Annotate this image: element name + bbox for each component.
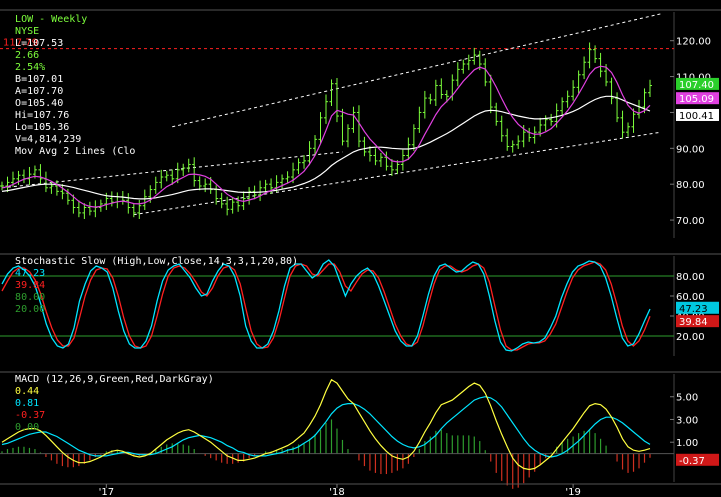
resistance-label: 117.79: [3, 38, 38, 49]
zero-value: 0.00: [15, 422, 40, 433]
price-panel: 70.0080.0090.00100.00110.00120.00117.791…: [0, 9, 721, 238]
stoch-k-value: 47.23: [15, 268, 46, 279]
macd-y-tick-label: 1.00: [676, 438, 698, 449]
low-value: Lo=105.36: [15, 122, 70, 133]
ma-slow-tag: 100.41: [679, 111, 714, 122]
change-pct: 2.54%: [15, 62, 46, 73]
ask-value: A=107.70: [15, 86, 64, 97]
stoch-y-tick-label: 80.00: [676, 272, 705, 283]
x-axis: '17 '18 '19: [0, 483, 721, 497]
stoch-lower-level: 20.00: [15, 304, 46, 315]
stoch-k-line: [1, 259, 651, 352]
stochastic-title: Stochastic Slow (High,Low,Close,14,3,3,1…: [15, 256, 299, 267]
ma-fast-tag-bg: [676, 92, 719, 105]
macd-hist-tag-bg: [676, 453, 719, 466]
y-tick-label: 90.00: [676, 144, 705, 155]
ma-fast-line: [1, 65, 651, 208]
stochastic-header: Stochastic Slow (High,Low,Close,14,3,3,1…: [3, 244, 298, 316]
x-tick-label: '19: [565, 487, 580, 497]
y-tick-label: 120.00: [676, 37, 711, 48]
stoch-k-tag: 47.23: [679, 304, 708, 315]
change-value: 2.66: [15, 50, 40, 61]
stoch-d-tag-bg: [676, 315, 719, 328]
study-label: Mov Avg 2 Lines (Clo: [15, 146, 136, 157]
macd-value: 0.44: [15, 386, 40, 397]
stoch-k-tag-bg: [676, 301, 719, 314]
stoch-y-tick-label: 20.00: [676, 332, 705, 343]
stoch-upper-level: 80.00: [15, 292, 46, 303]
macd-line: [1, 378, 651, 471]
ma-slow-tag-bg: [676, 108, 719, 121]
stoch-d-line: [1, 261, 651, 351]
macd-hist-tag: -0.37: [679, 456, 705, 467]
macd-signal-line: [1, 396, 651, 458]
price-header: LOW - Weekly NYSE L=107.53 2.66 2.54% B=…: [3, 2, 135, 158]
macd-title: MACD (12,26,9,Green,Red,DarkGray): [15, 374, 214, 385]
stoch-d-value: 39.84: [15, 280, 46, 291]
last-price: L=107.53: [15, 38, 64, 49]
volume-value: V=4,814,239: [15, 134, 82, 145]
symbol-label: LOW - Weekly: [15, 14, 88, 25]
y-tick-label: 80.00: [676, 180, 705, 191]
ma-slow-line: [1, 95, 651, 200]
histogram-value: -0.37: [15, 410, 46, 421]
stoch-y-tick-label: 60.00: [676, 292, 705, 303]
last-price-tag: 107.40: [679, 80, 714, 91]
macd-y-tick-label: 3.00: [676, 415, 698, 426]
stoch-d-tag: 39.84: [679, 317, 708, 328]
exchange-label: NYSE: [15, 26, 40, 37]
macd-header: MACD (12,26,9,Green,Red,DarkGray) 0.44 0…: [3, 362, 214, 434]
ma-fast-tag: 105.09: [679, 94, 714, 105]
bid-value: B=107.01: [15, 74, 64, 85]
macd-panel: 1.00 3.00 5.00 -0.37: [0, 371, 721, 489]
x-tick-label: '17: [99, 487, 114, 497]
y-tick-label: 70.00: [676, 216, 705, 227]
x-tick-label: '18: [329, 487, 344, 497]
signal-value: 0.81: [15, 398, 40, 409]
open-value: O=105.40: [15, 98, 64, 109]
macd-y-tick-label: 5.00: [676, 393, 698, 404]
high-value: Hi=107.76: [15, 110, 70, 121]
last-price-tag-bg: [676, 77, 719, 90]
